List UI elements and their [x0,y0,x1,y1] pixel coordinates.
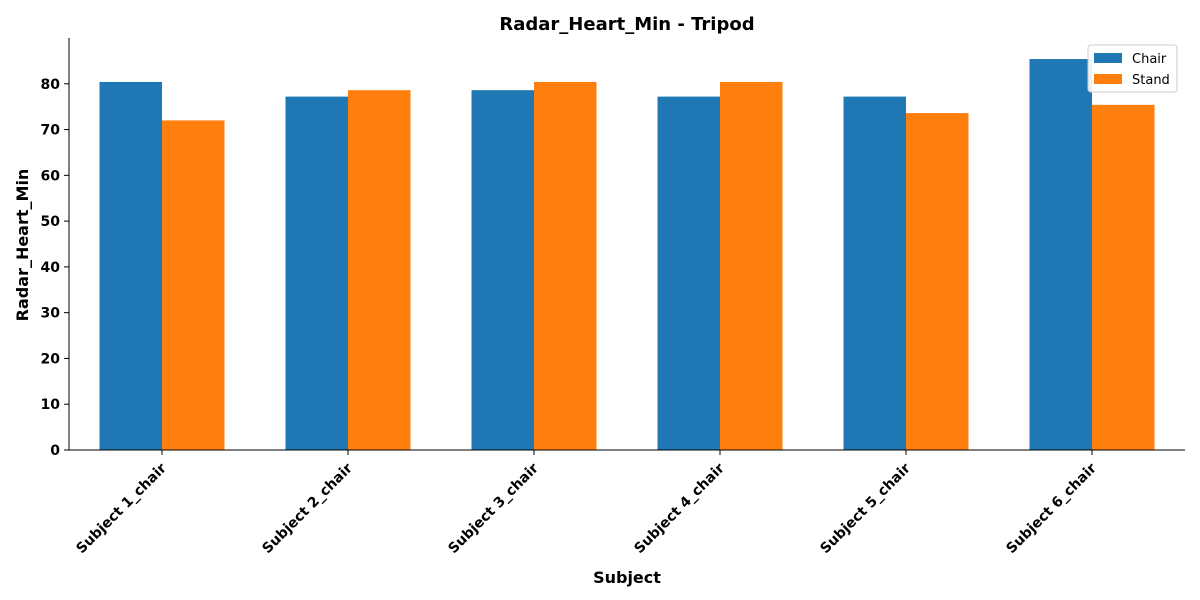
x-tick-label: Subject 1_chair [73,460,170,557]
x-tick-label: Subject 6_chair [1003,460,1100,557]
x-tick-label: Subject 2_chair [259,460,356,557]
bar-chair-2 [285,96,348,451]
x-tick-label: Subject 5_chair [817,460,914,557]
y-axis-label: Radar_Heart_Min [13,169,32,322]
legend-label-chair: Chair [1132,52,1167,67]
bar-stand-6 [1092,104,1155,450]
chart-title: Radar_Heart_Min - Tripod [499,14,754,35]
bar-chair-4 [657,96,720,451]
bar-stand-3 [534,81,597,451]
bar-stand-5 [906,113,969,450]
y-tick-label: 20 [41,351,61,367]
y-tick-label: 70 [41,123,61,139]
y-tick-label: 0 [50,443,60,459]
y-tick-label: 10 [41,397,61,413]
legend-label-stand: Stand [1132,73,1170,88]
plot-area: Subject 1_chair Subject 2_chair Subject 3_… [41,38,1185,557]
y-tick-label: 80 [41,77,61,93]
y-tick-label: 40 [41,260,61,276]
bar-stand-1 [162,120,225,451]
bar-chair-5 [843,96,906,451]
x-tick-label: Subject 3_chair [445,460,542,557]
y-tick-label: 30 [41,306,61,322]
x-tick-label: Subject 4_chair [631,460,728,557]
legend: Chair Stand [1087,44,1178,93]
bar-chair-1 [99,81,162,451]
x-axis-label: Subject [593,568,661,587]
bar-stand-2 [348,90,411,450]
bar-chair-3 [471,90,534,450]
bar-chair-6 [1029,59,1092,451]
y-tick-label: 50 [41,214,61,230]
legend-swatch-chair [1094,53,1122,63]
legend-swatch-stand [1094,74,1122,84]
y-tick-label: 60 [41,168,61,184]
bar-stand-4 [720,81,783,451]
